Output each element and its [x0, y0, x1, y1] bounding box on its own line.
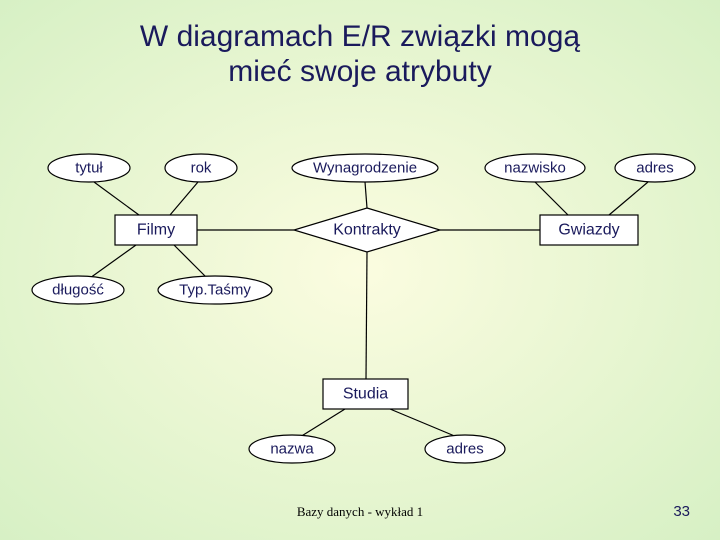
entity-label-filmy: Filmy — [137, 222, 175, 239]
attribute-label-adres2: adres — [446, 441, 484, 458]
attribute-label-dlugosc: długość — [52, 282, 104, 299]
title-line-1: W diagramach E/R związki mogą — [140, 20, 580, 53]
attribute-label-wynagrodzenie: Wynagrodzenie — [313, 160, 417, 177]
relationship-label-kontrakty: Kontrakty — [333, 222, 401, 239]
attribute-label-rok: rok — [191, 160, 212, 177]
slide: tytuł rok Wynagrodzenie nazwisko adres długoś… — [0, 0, 720, 540]
footer-text: Bazy danych - wykład 1 — [0, 504, 720, 520]
entity-label-studia: Studia — [343, 386, 388, 403]
slide-title: W diagramach E/R związki mogą mieć swoje… — [0, 20, 720, 89]
attribute-label-nazwisko: nazwisko — [504, 160, 566, 177]
entity-label-gwiazdy: Gwiazdy — [558, 222, 619, 239]
attribute-label-typtasmy: Typ.Taśmy — [179, 282, 251, 299]
attribute-label-adres1: adres — [636, 160, 674, 177]
attribute-label-tytul: tytuł — [75, 160, 103, 177]
title-line-2: mieć swoje atrybuty — [228, 55, 491, 88]
attribute-label-nazwa: nazwa — [270, 441, 314, 458]
page-number: 33 — [673, 503, 690, 520]
